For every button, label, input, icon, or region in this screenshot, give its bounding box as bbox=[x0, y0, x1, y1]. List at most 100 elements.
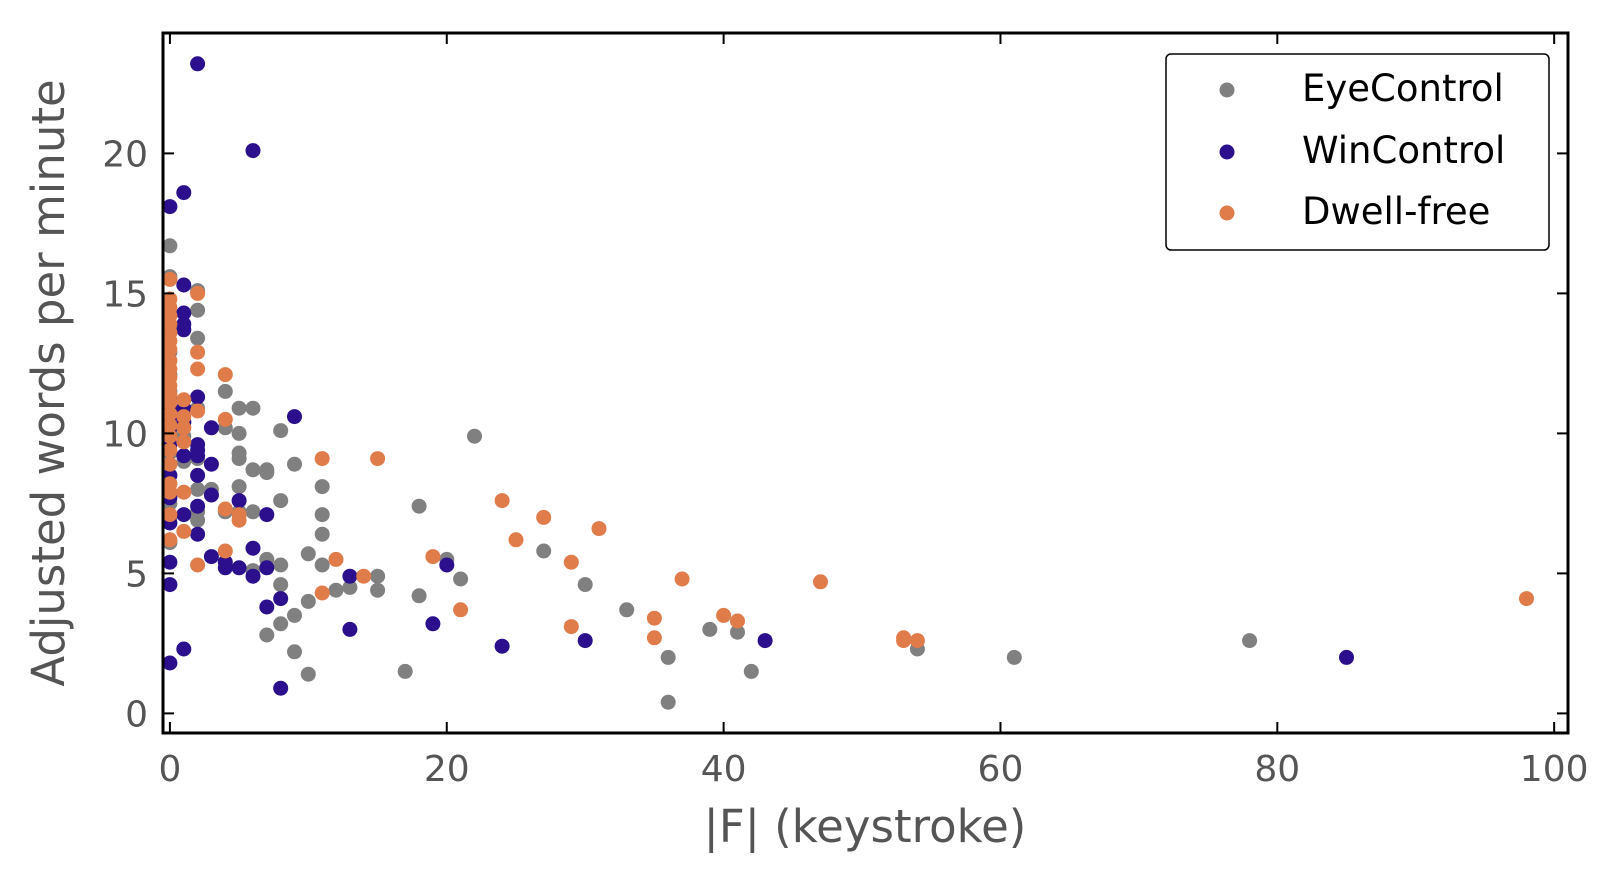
data-point-dwell-free bbox=[217, 543, 233, 559]
data-point-dwell-free bbox=[162, 395, 178, 411]
data-point-wincontrol bbox=[1339, 649, 1354, 665]
data-point-dwell-free bbox=[563, 554, 579, 570]
legend-marker-wincontrol bbox=[1219, 144, 1235, 160]
data-point-wincontrol bbox=[757, 633, 773, 649]
data-point-eyecontrol bbox=[453, 571, 469, 587]
axis-ticks: 0 20 40 60 80 100 0 5 10 15 20 bbox=[102, 33, 1589, 790]
data-point-wincontrol bbox=[203, 487, 219, 503]
y-tick-label: 0 bbox=[125, 694, 148, 735]
plot-frame bbox=[161, 31, 1570, 735]
data-point-dwell-free bbox=[190, 344, 206, 360]
data-point-eyecontrol bbox=[217, 383, 233, 399]
data-point-eyecontrol bbox=[730, 624, 745, 640]
data-point-dwell-free bbox=[494, 493, 510, 509]
data-point-dwell-free bbox=[162, 271, 178, 287]
x-tick-label: 60 bbox=[978, 749, 1024, 790]
data-point-wincontrol bbox=[203, 456, 219, 472]
data-point-wincontrol bbox=[176, 277, 192, 293]
data-point-dwell-free bbox=[190, 285, 206, 301]
data-point-wincontrol bbox=[162, 577, 178, 593]
data-points bbox=[162, 56, 1534, 710]
data-point-wincontrol bbox=[190, 389, 206, 405]
data-point-eyecontrol bbox=[314, 479, 330, 495]
data-point-dwell-free bbox=[508, 532, 524, 548]
data-point-dwell-free bbox=[190, 361, 206, 377]
data-point-dwell-free bbox=[813, 574, 828, 590]
data-point-eyecontrol bbox=[702, 621, 718, 637]
data-point-wincontrol bbox=[231, 560, 247, 576]
data-point-dwell-free bbox=[909, 633, 925, 649]
data-point-dwell-free bbox=[646, 610, 662, 626]
data-point-eyecontrol bbox=[314, 526, 330, 542]
data-point-wincontrol bbox=[203, 549, 219, 565]
data-point-dwell-free bbox=[162, 484, 178, 500]
data-point-wincontrol bbox=[176, 322, 192, 338]
data-point-wincontrol bbox=[190, 56, 206, 72]
data-point-eyecontrol bbox=[259, 465, 275, 481]
data-point-wincontrol bbox=[190, 448, 206, 464]
data-point-dwell-free bbox=[162, 406, 178, 422]
y-tick-label: 10 bbox=[102, 414, 148, 455]
data-point-dwell-free bbox=[328, 551, 344, 567]
data-point-wincontrol bbox=[342, 621, 358, 637]
legend-label-dwell-free: Dwell-free bbox=[1302, 190, 1490, 233]
data-point-eyecontrol bbox=[536, 543, 552, 559]
data-point-dwell-free bbox=[536, 509, 552, 525]
data-point-wincontrol bbox=[162, 199, 178, 215]
data-point-eyecontrol bbox=[300, 593, 316, 609]
data-point-wincontrol bbox=[203, 420, 219, 436]
data-point-eyecontrol bbox=[577, 577, 593, 593]
data-point-wincontrol bbox=[176, 185, 192, 201]
data-point-dwell-free bbox=[190, 557, 206, 573]
data-point-wincontrol bbox=[273, 680, 289, 696]
data-point-eyecontrol bbox=[162, 238, 178, 254]
data-point-dwell-free bbox=[190, 403, 206, 419]
data-point-eyecontrol bbox=[245, 400, 261, 416]
data-point-dwell-free bbox=[730, 613, 745, 629]
data-point-dwell-free bbox=[176, 420, 192, 436]
data-point-dwell-free bbox=[370, 451, 386, 467]
x-axis-title: |F| (keystroke) bbox=[704, 800, 1027, 853]
data-point-wincontrol bbox=[176, 507, 192, 523]
data-point-eyecontrol bbox=[287, 644, 302, 660]
data-point-eyecontrol bbox=[190, 330, 206, 346]
data-point-dwell-free bbox=[217, 411, 233, 427]
data-point-dwell-free bbox=[231, 512, 247, 528]
data-point-eyecontrol bbox=[300, 666, 316, 682]
data-point-eyecontrol bbox=[370, 582, 386, 598]
data-point-dwell-free bbox=[425, 549, 441, 565]
data-point-wincontrol bbox=[176, 641, 192, 657]
data-point-wincontrol bbox=[259, 560, 275, 576]
data-point-dwell-free bbox=[217, 501, 233, 517]
data-point-wincontrol bbox=[259, 599, 275, 615]
data-point-dwell-free bbox=[314, 451, 330, 467]
data-point-wincontrol bbox=[342, 568, 358, 584]
data-point-eyecontrol bbox=[273, 577, 289, 593]
data-point-eyecontrol bbox=[287, 456, 302, 472]
data-point-eyecontrol bbox=[190, 302, 206, 318]
data-point-wincontrol bbox=[287, 409, 302, 425]
data-point-eyecontrol bbox=[231, 479, 247, 495]
data-point-eyecontrol bbox=[190, 512, 206, 528]
data-point-eyecontrol bbox=[314, 507, 330, 523]
y-tick-label: 20 bbox=[102, 134, 148, 175]
data-point-wincontrol bbox=[425, 616, 441, 632]
data-point-dwell-free bbox=[176, 434, 192, 450]
data-point-eyecontrol bbox=[328, 582, 344, 598]
y-tick-label: 15 bbox=[102, 274, 148, 315]
y-tick-label: 5 bbox=[125, 554, 148, 595]
data-point-eyecontrol bbox=[411, 498, 427, 514]
data-point-wincontrol bbox=[245, 540, 261, 556]
legend-marker-dwell-free bbox=[1219, 205, 1235, 221]
data-point-wincontrol bbox=[273, 591, 289, 607]
data-point-eyecontrol bbox=[245, 462, 261, 478]
data-point-eyecontrol bbox=[743, 663, 759, 679]
data-point-eyecontrol bbox=[467, 428, 482, 444]
data-point-dwell-free bbox=[356, 568, 372, 584]
data-point-eyecontrol bbox=[273, 616, 289, 632]
data-point-dwell-free bbox=[453, 602, 469, 618]
data-point-wincontrol bbox=[259, 507, 275, 523]
data-point-dwell-free bbox=[563, 619, 579, 635]
data-point-wincontrol bbox=[439, 557, 455, 573]
data-point-eyecontrol bbox=[619, 602, 635, 618]
